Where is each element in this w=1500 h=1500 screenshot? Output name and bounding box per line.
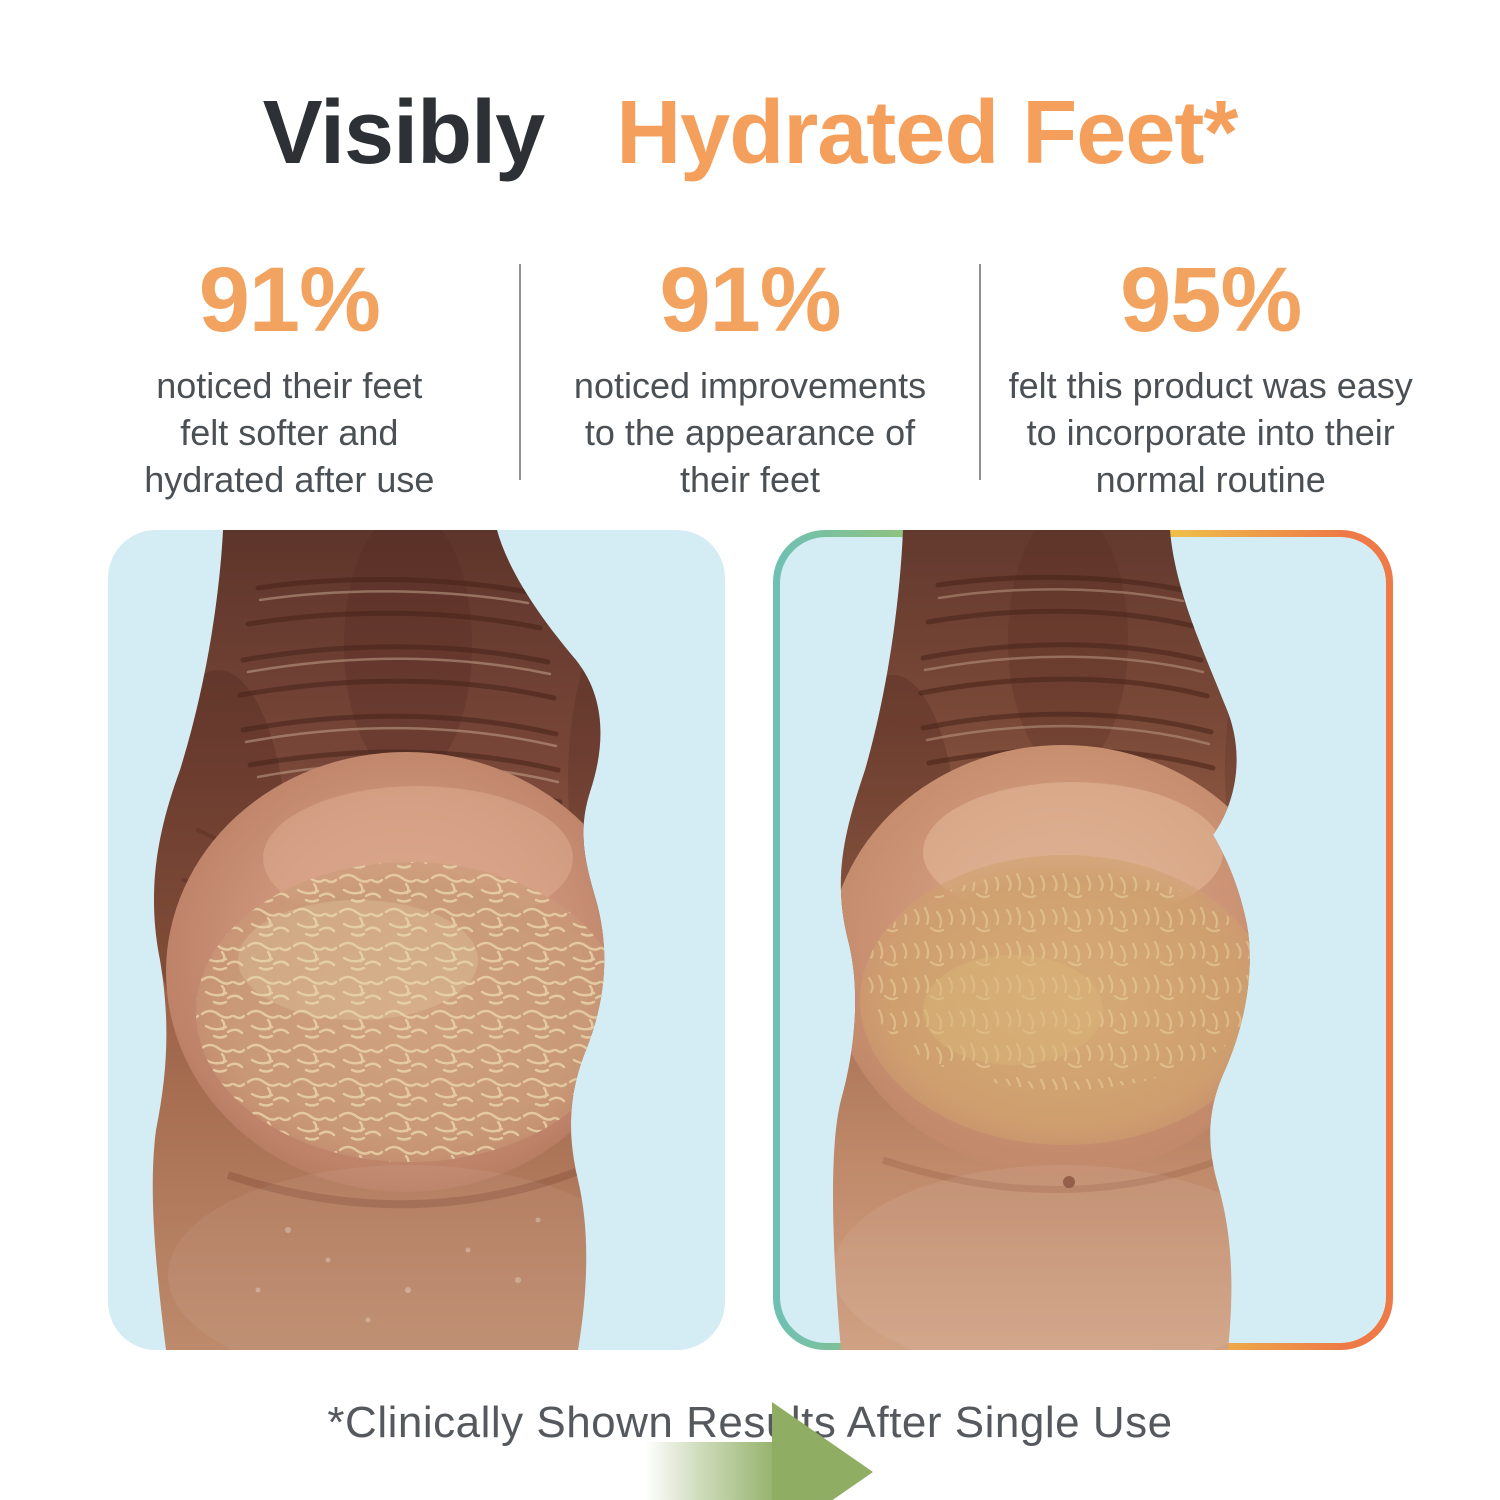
stat-line: felt softer and <box>180 412 399 453</box>
stat-line: to incorporate into their <box>1026 412 1395 453</box>
stat-line: normal routine <box>1095 459 1326 500</box>
comparison-section <box>0 530 1500 1500</box>
stat-line: to the appearance of <box>584 412 916 453</box>
title-space <box>568 83 592 183</box>
title-dark-part: Visibly <box>262 83 546 183</box>
stat-line: noticed their feet <box>156 365 423 406</box>
stat-description: felt this product was easy to incorporat… <box>981 362 1440 503</box>
footer-note: *Clinically Shown Results After Single U… <box>327 1398 1173 1447</box>
stat-percent: 91% <box>659 249 841 351</box>
page-title: Visibly Hydrated Feet* <box>0 84 1500 183</box>
title-orange-part: Hydrated Feet* <box>616 83 1238 183</box>
stat-percent: 91% <box>198 249 381 351</box>
stats-section: 91% noticed their feet felt softer and h… <box>60 249 1440 500</box>
stat-line: noticed improvements <box>573 365 927 406</box>
stat-line: hydrated after use <box>144 459 435 500</box>
stats-divider <box>979 264 982 480</box>
before-foot-photo <box>152 530 605 1350</box>
arrow-tail <box>645 1442 772 1500</box>
stat-description: noticed improvements to the appearance o… <box>521 362 980 503</box>
after-foot-photo <box>833 530 1250 1350</box>
stat-appearance: 91% noticed improvements to the appearan… <box>521 249 980 500</box>
stat-easy-routine: 95% felt this product was easy to incorp… <box>981 249 1440 500</box>
stat-percent: 95% <box>1120 249 1302 351</box>
after-image-panel <box>773 530 1393 1350</box>
stat-description: noticed their feet felt softer and hydra… <box>60 362 519 503</box>
stat-line: their feet <box>679 459 821 500</box>
before-image-panel <box>108 530 725 1350</box>
stat-line: felt this product was easy <box>1008 365 1413 406</box>
stat-softer-feet: 91% noticed their feet felt softer and h… <box>60 249 519 500</box>
stats-divider <box>518 264 521 480</box>
